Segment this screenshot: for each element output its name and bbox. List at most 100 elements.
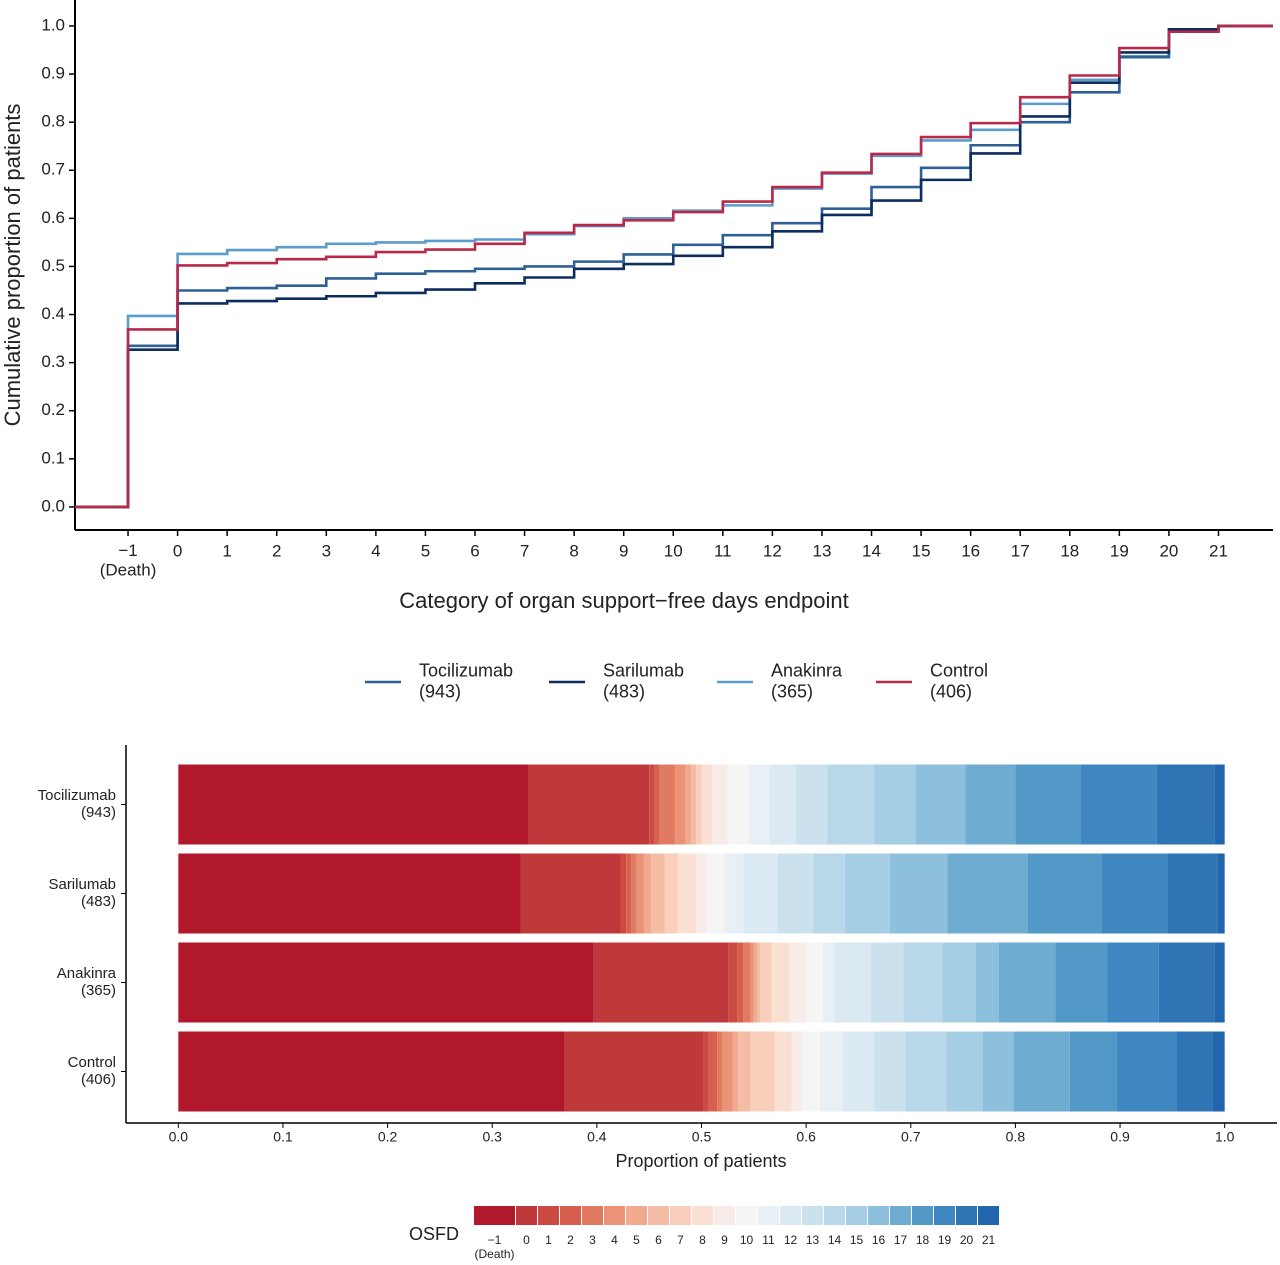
x-tick-label: 17 — [1011, 541, 1030, 560]
legend-label: 3 — [589, 1233, 596, 1247]
legend-key — [604, 1206, 625, 1225]
y-tick-label: 1.0 — [41, 15, 65, 34]
y-tick-label: Control (406) — [68, 1054, 116, 1088]
y-tick-label: 0.5 — [41, 256, 65, 275]
legend-label: 5 — [633, 1233, 640, 1247]
bar-segment — [916, 764, 966, 845]
x-tick-label: 6 — [470, 541, 479, 560]
step-line — [75, 24, 1273, 509]
bar-segment — [750, 942, 754, 1023]
bar-segment — [827, 764, 875, 845]
legend-label: 10 — [740, 1233, 754, 1247]
x-tick-label: 7 — [520, 541, 529, 560]
legend-label: Anakinra (365) — [771, 660, 843, 701]
x-axis-title: Proportion of patients — [615, 1151, 786, 1171]
bar-segment — [636, 853, 644, 934]
bar-segment — [178, 853, 521, 934]
bar-segment — [771, 942, 790, 1023]
legend-label: 20 — [960, 1233, 974, 1247]
bar-segment — [711, 764, 728, 845]
legend-key — [890, 1206, 911, 1225]
bar-segment — [801, 1031, 820, 1112]
x-tick-label: 0.1 — [273, 1129, 293, 1145]
bar-segment — [1015, 764, 1081, 845]
legend-key — [582, 1206, 603, 1225]
bar-segment — [620, 853, 627, 934]
bar-segment — [965, 764, 1016, 845]
bar-segment — [564, 1031, 704, 1112]
legend-key — [934, 1206, 955, 1225]
legend-label: 13 — [806, 1233, 820, 1247]
bar-segment — [975, 942, 999, 1023]
bar-segment — [664, 853, 678, 934]
x-axis-title: Category of organ support−free days endp… — [399, 588, 848, 613]
step-line — [75, 24, 1273, 509]
x-tick-label: 2 — [272, 541, 281, 560]
bar-segment — [844, 853, 890, 934]
x-tick-label: 18 — [1060, 541, 1079, 560]
y-tick-label: 0.7 — [41, 160, 65, 179]
legend-key — [626, 1206, 647, 1225]
bar-segment — [998, 942, 1056, 1023]
bar-segment — [691, 764, 697, 845]
bar-segment — [1055, 942, 1108, 1023]
legend-label: 11 — [762, 1233, 775, 1247]
x-tick-label: 5 — [421, 541, 430, 560]
y-tick-label: 0.8 — [41, 112, 65, 131]
legend-label: 1 — [545, 1233, 552, 1247]
legend-label: 15 — [850, 1233, 864, 1247]
legend-key — [780, 1206, 801, 1225]
bar-segment — [1156, 764, 1215, 845]
bar-segment — [819, 1031, 843, 1112]
legend-label: 2 — [567, 1233, 574, 1247]
step-line — [75, 24, 1273, 509]
bar-segment — [774, 1031, 792, 1112]
bar-segment — [593, 942, 729, 1023]
bar-segment — [750, 1031, 775, 1112]
legend-key — [560, 1206, 581, 1225]
bar-segment — [654, 764, 660, 845]
x-tick-label: 19 — [1110, 541, 1129, 560]
legend-label: 0 — [523, 1233, 530, 1247]
legend-key — [868, 1206, 889, 1225]
legend-label: 16 — [872, 1233, 886, 1247]
legend-label: 19 — [938, 1233, 952, 1247]
bar-segment — [1013, 1031, 1070, 1112]
bar-segment — [706, 853, 725, 934]
legend-key — [692, 1206, 713, 1225]
bar-segment — [1116, 1031, 1177, 1112]
bar-segment — [795, 764, 828, 845]
bar-segment — [1214, 942, 1225, 1023]
x-tick-label: 0.2 — [378, 1129, 398, 1145]
x-tick-label: 21 — [1209, 541, 1228, 560]
legend-label: 4 — [611, 1233, 618, 1247]
bar-segment — [813, 853, 845, 934]
legend-label: 8 — [699, 1233, 706, 1247]
x-tick-label: 16 — [961, 541, 980, 560]
legend-label: 17 — [894, 1233, 908, 1247]
x-tick-label: 3 — [322, 541, 331, 560]
bar-segment — [696, 853, 707, 934]
bar-segment — [905, 1031, 947, 1112]
x-tick-label: 13 — [812, 541, 831, 560]
y-tick-label: 0.3 — [41, 352, 65, 371]
bar-segment — [520, 853, 621, 934]
x-tick-label: 0.6 — [796, 1129, 816, 1145]
x-tick-label: 9 — [619, 541, 628, 560]
bar-segment — [871, 942, 904, 1023]
bar-segment — [696, 764, 702, 845]
bar-segment — [631, 853, 637, 934]
legend-label: 9 — [721, 1233, 728, 1247]
bar-segment — [727, 764, 749, 845]
bar-segment — [982, 1031, 1014, 1112]
bar-segment — [889, 853, 948, 934]
bar-segment — [789, 942, 807, 1023]
legend-label: Control (406) — [930, 660, 988, 701]
bar-segment — [903, 942, 943, 1023]
bar-segment — [1176, 1031, 1213, 1112]
bar-segment — [1158, 942, 1215, 1023]
y-axis-title: Cumulative proportion of patients — [0, 104, 25, 427]
bar-segment — [743, 942, 751, 1023]
